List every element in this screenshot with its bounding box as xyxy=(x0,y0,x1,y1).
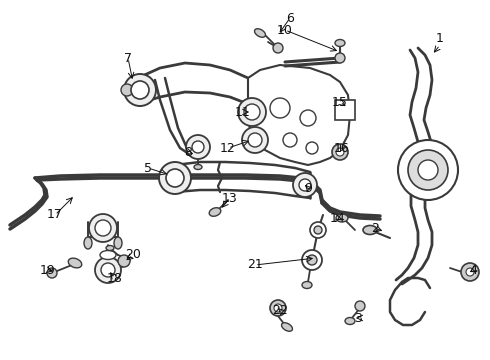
Text: 3: 3 xyxy=(354,311,362,324)
Ellipse shape xyxy=(100,251,116,260)
Circle shape xyxy=(238,98,266,126)
Circle shape xyxy=(336,148,344,156)
Ellipse shape xyxy=(336,214,348,222)
Text: 6: 6 xyxy=(286,12,294,24)
Circle shape xyxy=(47,268,57,278)
Circle shape xyxy=(332,144,348,160)
Text: 10: 10 xyxy=(277,23,293,36)
Circle shape xyxy=(242,127,268,153)
Ellipse shape xyxy=(254,29,266,37)
Text: 22: 22 xyxy=(272,303,288,316)
Text: 19: 19 xyxy=(40,264,56,276)
Ellipse shape xyxy=(335,40,345,46)
Circle shape xyxy=(131,81,149,99)
Circle shape xyxy=(192,141,204,153)
Ellipse shape xyxy=(84,237,92,249)
Text: 7: 7 xyxy=(124,51,132,64)
Circle shape xyxy=(95,220,111,236)
Text: 5: 5 xyxy=(144,162,152,175)
Text: 12: 12 xyxy=(220,141,236,154)
Circle shape xyxy=(314,226,322,234)
Ellipse shape xyxy=(209,208,221,216)
Circle shape xyxy=(307,255,317,265)
Circle shape xyxy=(306,142,318,154)
Circle shape xyxy=(244,104,260,120)
Circle shape xyxy=(418,160,438,180)
Text: 20: 20 xyxy=(125,248,141,261)
Circle shape xyxy=(398,140,458,200)
Text: 13: 13 xyxy=(222,192,238,204)
Polygon shape xyxy=(335,100,355,120)
Text: 14: 14 xyxy=(330,211,346,225)
Text: 15: 15 xyxy=(332,95,348,108)
Circle shape xyxy=(335,53,345,63)
Circle shape xyxy=(302,250,322,270)
Text: 17: 17 xyxy=(47,208,63,221)
Circle shape xyxy=(248,133,262,147)
Circle shape xyxy=(121,84,133,96)
Circle shape xyxy=(270,98,290,118)
Ellipse shape xyxy=(194,165,202,170)
Circle shape xyxy=(273,43,283,53)
Circle shape xyxy=(95,257,121,283)
Text: 2: 2 xyxy=(371,221,379,234)
Circle shape xyxy=(466,268,474,276)
Ellipse shape xyxy=(114,237,122,249)
Circle shape xyxy=(166,169,184,187)
Ellipse shape xyxy=(302,282,312,288)
Ellipse shape xyxy=(106,246,114,251)
Text: 1: 1 xyxy=(436,31,444,45)
Ellipse shape xyxy=(68,258,82,268)
Ellipse shape xyxy=(282,323,293,331)
Ellipse shape xyxy=(363,225,377,234)
Text: 9: 9 xyxy=(304,181,312,194)
Circle shape xyxy=(293,173,317,197)
Text: 11: 11 xyxy=(235,105,251,118)
Text: 18: 18 xyxy=(107,271,123,284)
Text: 16: 16 xyxy=(334,141,350,154)
Circle shape xyxy=(355,301,365,311)
Circle shape xyxy=(408,150,448,190)
Circle shape xyxy=(124,74,156,106)
Circle shape xyxy=(101,263,115,277)
Circle shape xyxy=(118,255,130,267)
Ellipse shape xyxy=(345,318,355,324)
Circle shape xyxy=(461,263,479,281)
Text: 21: 21 xyxy=(247,258,263,271)
Circle shape xyxy=(300,110,316,126)
Polygon shape xyxy=(248,65,350,165)
Circle shape xyxy=(299,179,311,191)
Circle shape xyxy=(274,304,282,312)
Circle shape xyxy=(270,300,286,316)
Circle shape xyxy=(89,214,117,242)
Circle shape xyxy=(310,222,326,238)
Circle shape xyxy=(186,135,210,159)
Text: 4: 4 xyxy=(469,264,477,276)
Text: 8: 8 xyxy=(184,145,192,158)
Circle shape xyxy=(159,162,191,194)
Circle shape xyxy=(283,133,297,147)
